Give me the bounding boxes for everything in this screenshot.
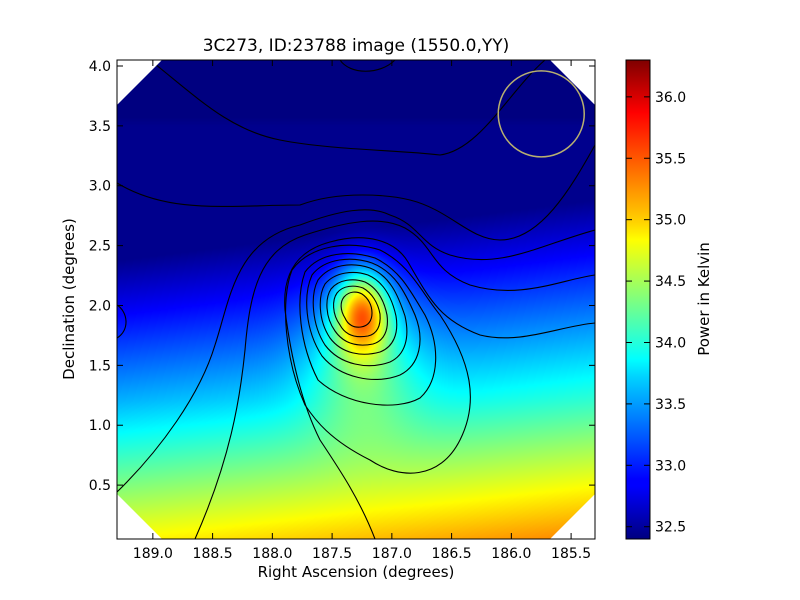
plot-frame	[116, 59, 596, 540]
y-tick-label: 2.0	[89, 298, 111, 314]
x-axis-label: Right Ascension (degrees)	[258, 563, 455, 581]
contour-line	[299, 253, 437, 406]
chart-title: 3C273, ID:23788 image (1550.0,YY)	[203, 36, 510, 56]
x-tick-label: 186.0	[491, 546, 531, 562]
colorbar-tick-label: 33.5	[655, 397, 686, 413]
x-tick-label: 187.0	[372, 546, 412, 562]
colorbar: 32.5 33.0 33.5 34.0 34.5 35.0 35.5 36.0 Power i…	[625, 59, 713, 540]
x-axis: 189.0 188.5 188.0 187.5 187.0 186.5 186.0 185.5	[133, 60, 591, 562]
y-tick-label: 4.0	[89, 59, 111, 75]
contour-lines	[117, 60, 595, 539]
corner-masks	[117, 60, 595, 539]
y-tick-label: 3.5	[89, 119, 111, 135]
colorbar-tick-label: 36.0	[655, 90, 686, 106]
colorbar-tick-label: 34.5	[655, 274, 686, 290]
y-tick-label: 2.5	[89, 239, 111, 255]
y-axis: 0.5 1.0 1.5 2.0 2.5 3.0 3.5 4.0	[89, 59, 595, 494]
colorbar-tick-label: 34.0	[655, 335, 686, 351]
contour-line	[149, 60, 546, 156]
contour-line	[312, 264, 408, 367]
heatmap-image	[117, 60, 595, 539]
y-tick-label: 0.5	[89, 478, 111, 494]
contour-line	[306, 258, 421, 381]
x-tick-label: 187.5	[312, 546, 352, 562]
contour-line	[284, 237, 595, 539]
y-tick-label: 1.0	[89, 418, 111, 434]
contour-line	[117, 209, 595, 493]
contour-line	[194, 220, 595, 539]
colorbar-ticks: 32.5 33.0 33.5 34.0 34.5 35.0 35.5 36.0	[626, 90, 686, 536]
contour-line	[340, 291, 373, 328]
x-tick-label: 189.0	[133, 546, 173, 562]
y-tick-label: 3.0	[89, 179, 111, 195]
x-tick-label: 188.0	[252, 546, 292, 562]
x-tick-label: 188.5	[193, 546, 233, 562]
contour-line	[285, 244, 471, 474]
y-tick-label: 1.5	[89, 358, 111, 374]
beam-circle	[497, 70, 585, 158]
colorbar-tick-label: 35.0	[655, 213, 686, 229]
colorbar-tick-label: 32.5	[655, 520, 686, 536]
colorbar-label: Power in Kelvin	[695, 242, 713, 356]
contour-line	[326, 279, 388, 346]
plot-area: 189.0 188.5 188.0 187.5 187.0 186.5 186.0 185.5…	[89, 59, 596, 562]
contour-line	[333, 285, 381, 338]
colorbar-tick-label: 33.0	[655, 458, 686, 474]
y-axis-label: Declination (degrees)	[60, 218, 78, 380]
colorbar-frame	[625, 59, 651, 540]
contour-line	[319, 271, 398, 355]
contour-line	[339, 60, 396, 72]
x-tick-label: 186.5	[432, 546, 472, 562]
contour-line	[117, 304, 127, 339]
contour-line	[117, 144, 595, 241]
x-tick-label: 185.5	[551, 546, 591, 562]
colorbar-tick-label: 35.5	[655, 151, 686, 167]
colorbar-gradient	[626, 60, 650, 539]
